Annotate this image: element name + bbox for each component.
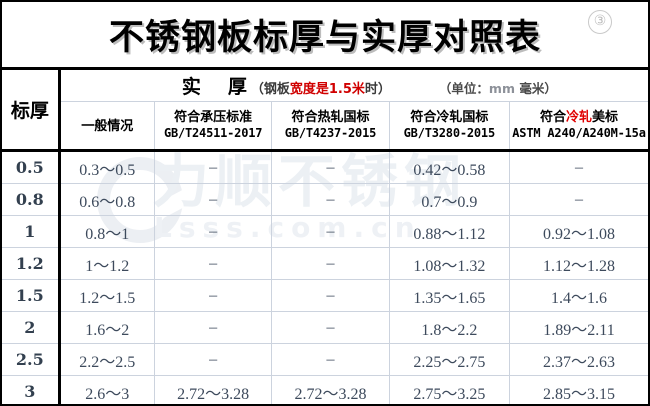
cell-standard-thickness: 2.5	[2, 343, 61, 376]
column-header-standard-thickness: 标厚	[2, 70, 61, 152]
cell-cold-rolled-astm: 2.37～2.63	[509, 343, 648, 376]
column-header-cold-rolled-astm-label: 符合冷轧美标	[510, 110, 648, 126]
cell-hot-rolled: –	[271, 247, 390, 280]
cell-pressure: –	[153, 343, 273, 376]
column-header-pressure-label: 符合承压标准	[174, 109, 253, 125]
thickness-comparison-table: 标厚 实 厚 （钢板宽度是1.5米时） （单位：mm 毫米） 一般情况 符合承压…	[2, 70, 648, 404]
cell-pressure: –	[153, 150, 273, 184]
cell-cold-rolled-gb: 2.25～2.75	[388, 343, 511, 376]
column-header-cold-rolled-gb: 符合冷轧国标 GB/T3280-2015	[388, 101, 511, 152]
cell-cold-rolled-astm: 1.89～2.11	[509, 311, 648, 344]
column-header-general-label: 一般情况	[81, 118, 134, 134]
table-header: 标厚 实 厚 （钢板宽度是1.5米时） （单位：mm 毫米） 一般情况 符合承压…	[2, 70, 648, 152]
cell-hot-rolled: 2.72～3.28	[271, 375, 390, 404]
cell-general: 2.2～2.5	[58, 343, 155, 376]
unit-value: mm	[488, 81, 515, 96]
note-prefix: （钢板	[250, 82, 290, 97]
cell-general: 0.8～1	[58, 215, 155, 248]
cell-pressure: –	[153, 247, 273, 280]
column-header-real-thickness-group: 实 厚 （钢板宽度是1.5米时） （单位：mm 毫米）	[58, 70, 648, 102]
cell-standard-thickness: 1	[2, 215, 61, 248]
column-header-cold-rolled-gb-code: GB/T3280-2015	[403, 126, 496, 141]
table-row: 1.2 1～1.2 – – 1.08～1.32 1.12～1.28	[2, 247, 648, 280]
cell-standard-thickness: 0.5	[2, 150, 61, 184]
real-thickness-note: （钢板宽度是1.5米时）	[251, 78, 391, 97]
cell-cold-rolled-gb: 1.08～1.32	[388, 247, 511, 280]
unit-suffix: 毫米）	[514, 81, 557, 96]
table-row: 0.5 0.3～0.5 – – 0.42～0.58 –	[2, 150, 648, 184]
cell-cold-rolled-astm: –	[509, 183, 648, 216]
column-header-pressure-code: GB/T24511-2017	[163, 126, 263, 141]
table-row: 2.5 2.2～2.5 – – 2.25～2.75 2.37～2.63	[2, 343, 648, 376]
cell-cold-rolled-gb: 0.7～0.9	[388, 183, 511, 216]
cell-hot-rolled: –	[271, 311, 390, 344]
astm-label-prefix: 符合	[539, 109, 566, 125]
table-body: 0.5 0.3～0.5 – – 0.42～0.58 – 0.8 0.6～0.8 …	[2, 150, 648, 404]
table-row: 2 1.6～2 – – 1.8～2.2 1.89～2.11	[2, 311, 648, 344]
cell-standard-thickness: 3	[2, 375, 61, 404]
cell-general: 1.2～1.5	[58, 279, 155, 312]
header-row-top: 标厚 实 厚 （钢板宽度是1.5米时） （单位：mm 毫米）	[2, 70, 648, 152]
header-row-sub: 一般情况 符合承压标准 GB/T24511-2017 符合热轧国标 GB/T42…	[2, 101, 648, 152]
note-suffix: 时）	[364, 82, 391, 97]
cell-general: 2.6～3	[58, 375, 155, 404]
column-header-cold-rolled-gb-label: 符合冷轧国标	[410, 109, 489, 125]
column-header-hot-rolled-code: GB/T4237-2015	[284, 126, 377, 141]
table-row: 1 0.8～1 – – 0.88～1.12 0.92～1.08	[2, 215, 648, 248]
column-header-cold-rolled-astm-code: ASTM A240/A240M-15a	[512, 126, 646, 141]
corner-number-badge: ③	[588, 10, 612, 34]
astm-label-suffix: 美标	[592, 109, 619, 125]
cell-hot-rolled: –	[271, 183, 390, 216]
cell-cold-rolled-astm: 2.85～3.15	[509, 375, 648, 404]
cell-cold-rolled-gb: 0.88～1.12	[388, 215, 511, 248]
cell-standard-thickness: 0.8	[2, 183, 61, 216]
page-title: 不锈钢板标厚与实厚对照表	[108, 17, 541, 58]
column-header-hot-rolled-gb: 符合热轧国标 GB/T4237-2015	[271, 101, 390, 152]
cell-cold-rolled-gb: 1.35～1.65	[388, 279, 511, 312]
cell-hot-rolled: –	[271, 343, 390, 376]
cell-cold-rolled-astm: 1.12～1.28	[509, 247, 648, 280]
title-band: 不锈钢板标厚与实厚对照表 ③	[2, 2, 648, 70]
column-header-hot-rolled-label: 符合热轧国标	[291, 109, 370, 125]
unit-note: （单位：mm 毫米）	[439, 78, 557, 97]
cell-standard-thickness: 1.5	[2, 279, 61, 312]
cell-hot-rolled: –	[271, 279, 390, 312]
cell-cold-rolled-astm: 1.4～1.6	[509, 279, 648, 312]
cell-standard-thickness: 2	[2, 311, 61, 344]
column-header-general: 一般情况	[58, 101, 155, 152]
column-header-cold-rolled-astm: 符合冷轧美标 ASTM A240/A240M-15a	[509, 101, 648, 152]
cell-standard-thickness: 1.2	[2, 247, 61, 280]
cell-pressure: –	[153, 311, 273, 344]
note-highlight: 宽度是1.5米	[289, 82, 365, 97]
cell-hot-rolled: –	[271, 150, 390, 184]
astm-label-highlight: 冷轧	[565, 109, 592, 125]
cell-cold-rolled-gb: 0.42～0.58	[388, 150, 511, 184]
table-row: 0.8 0.6～0.8 – – 0.7～0.9 –	[2, 183, 648, 216]
cell-general: 0.3～0.5	[58, 150, 155, 184]
real-thickness-label: 实 厚	[181, 76, 251, 98]
cell-pressure: 2.72～3.28	[153, 375, 273, 404]
column-header-pressure-standard: 符合承压标准 GB/T24511-2017	[153, 101, 273, 152]
table-row: 1.5 1.2～1.5 – – 1.35～1.65 1.4～1.6	[2, 279, 648, 312]
cell-cold-rolled-astm: 0.92～1.08	[509, 215, 648, 248]
cell-hot-rolled: –	[271, 215, 390, 248]
cell-general: 0.6～0.8	[58, 183, 155, 216]
cell-general: 1.6～2	[58, 311, 155, 344]
cell-general: 1～1.2	[58, 247, 155, 280]
cell-pressure: –	[153, 215, 273, 248]
cell-pressure: –	[153, 279, 273, 312]
cell-pressure: –	[153, 183, 273, 216]
cell-cold-rolled-astm: –	[509, 150, 648, 184]
cell-cold-rolled-gb: 1.8～2.2	[388, 311, 511, 344]
table-row: 3 2.6～3 2.72～3.28 2.72～3.28 2.75～3.25 2.…	[2, 375, 648, 404]
cell-cold-rolled-gb: 2.75～3.25	[388, 375, 511, 404]
unit-label: （单位：	[438, 81, 489, 96]
